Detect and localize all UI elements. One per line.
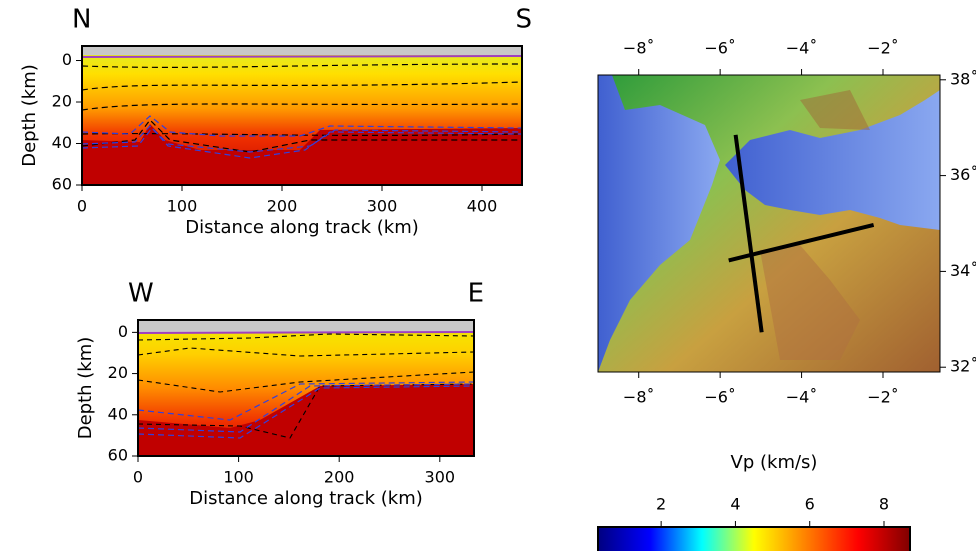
x-tick-label: 300: [367, 197, 398, 216]
map-frame: [597, 74, 941, 373]
x-tick-label: 100: [223, 468, 254, 487]
x-tick-label: −6˚: [704, 39, 736, 58]
y-axis-label: Depth (km): [75, 337, 96, 440]
x-axis-label: Distance along track (km): [185, 217, 419, 238]
x-tick-label: −4˚: [786, 388, 818, 407]
section-image: [82, 46, 522, 185]
x-tick-label: 8: [879, 495, 889, 514]
x-tick-label: −8˚: [623, 39, 655, 58]
x-tick-label: 4: [730, 495, 740, 514]
direction-label: W: [128, 279, 154, 309]
plot-frame: [81, 45, 523, 186]
y-tick-label: 34˚: [950, 261, 976, 280]
x-tick-label: −6˚: [704, 388, 736, 407]
x-tick-label: −2˚: [867, 39, 899, 58]
x-tick-label: 100: [167, 197, 198, 216]
y-tick-label: 38˚: [950, 69, 976, 88]
y-tick-label: 40: [52, 133, 72, 152]
section-image: [138, 320, 474, 456]
x-tick-label: 200: [324, 468, 355, 487]
track-line: [733, 134, 764, 333]
x-tick-label: −4˚: [786, 39, 818, 58]
direction-label: N: [72, 5, 91, 35]
x-tick-label: −2˚: [867, 388, 899, 407]
x-tick-label: −8˚: [623, 388, 655, 407]
x-tick-label: 0: [77, 197, 87, 216]
plot-frame: [137, 319, 475, 457]
y-tick-label: 40: [108, 404, 128, 423]
y-axis-label: Depth (km): [19, 64, 40, 167]
x-tick-label: 400: [467, 197, 498, 216]
x-tick-label: 6: [805, 495, 815, 514]
y-tick-label: 60: [52, 175, 72, 194]
colorbar: [597, 526, 911, 551]
x-tick-label: 2: [656, 495, 666, 514]
track-line: [728, 222, 875, 263]
x-axis-label: Distance along track (km): [189, 488, 423, 509]
colorbar-title: Vp (km/s): [731, 452, 818, 473]
y-tick-label: 32˚: [950, 357, 976, 376]
y-tick-label: 20: [108, 363, 128, 382]
direction-label: E: [468, 279, 484, 309]
x-tick-label: 200: [267, 197, 298, 216]
y-tick-label: 60: [108, 446, 128, 465]
x-tick-label: 0: [133, 468, 143, 487]
y-tick-label: 36˚: [950, 165, 976, 184]
direction-label: S: [515, 5, 532, 35]
y-tick-label: 0: [118, 322, 128, 341]
y-tick-label: 0: [62, 50, 72, 69]
y-tick-label: 20: [52, 92, 72, 111]
map-image: [598, 75, 940, 372]
x-tick-label: 300: [425, 468, 456, 487]
